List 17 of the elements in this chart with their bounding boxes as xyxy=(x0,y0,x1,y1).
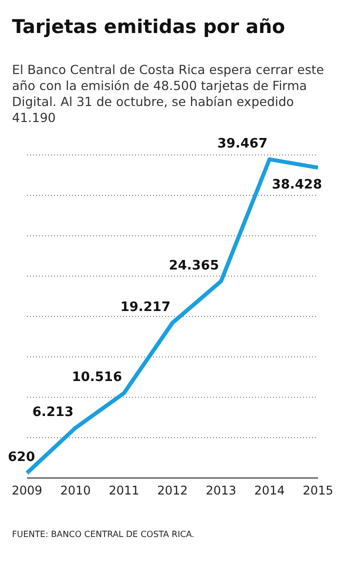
x-tick-label: 2012 xyxy=(157,484,188,498)
x-tick-label: 2015 xyxy=(302,484,334,498)
x-tick-label: 2013 xyxy=(206,484,236,498)
x-tick-label: 2011 xyxy=(108,484,140,498)
chart-title: Tarjetas emitidas por año xyxy=(12,16,286,38)
chart-subtitle: El Banco Central de Costa Rica espera cerrar este año con la emisión de 48.500 tarjetas de Firma Digital. Al 31 de octubre, se habían expedido 41.190 xyxy=(12,62,325,126)
x-tick-label: 2009 xyxy=(12,484,42,498)
data-label: 19.217 xyxy=(120,300,170,315)
data-label: 39.467 xyxy=(217,136,268,152)
source-note: FUENTE: BANCO CENTRAL DE COSTA RICA. xyxy=(12,530,194,540)
x-tick-label: 2010 xyxy=(60,484,91,498)
data-label: 38.428 xyxy=(272,178,322,193)
data-label: 620 xyxy=(8,450,35,465)
data-label: 24.365 xyxy=(168,258,219,274)
data-label: 6.213 xyxy=(32,404,74,420)
data-label: 10.516 xyxy=(72,370,122,386)
x-tick-label: 2014 xyxy=(254,484,285,498)
